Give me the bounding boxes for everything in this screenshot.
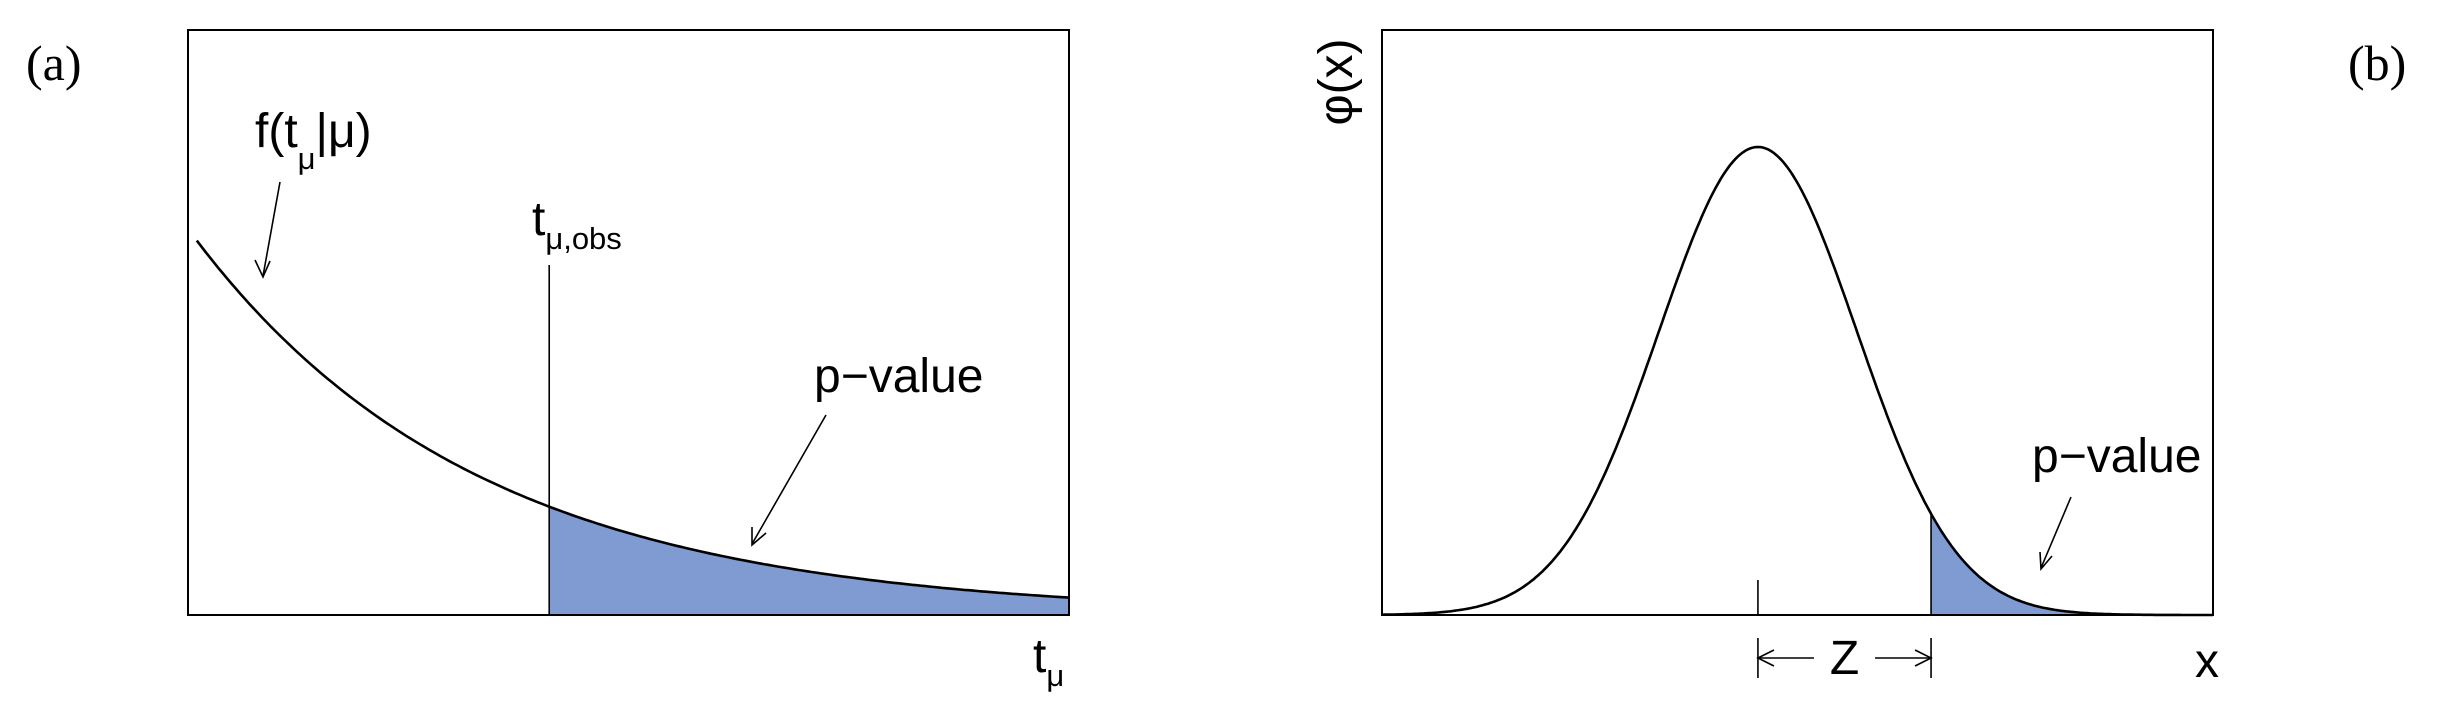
- test-statistic-pdf-curve: [195, 239, 1070, 599]
- z-left-arrowhead: [1756, 649, 1775, 667]
- observed-value-label: tμ,obs: [532, 193, 622, 256]
- plot-frame-b: [1381, 29, 2214, 616]
- gaussian-pdf-curve: [1381, 145, 2213, 617]
- plot-frame-a: [187, 29, 1070, 616]
- pdf-curve-label: f(tμ|μ): [255, 105, 372, 176]
- pvalue-label-arrowhead-a: [751, 527, 767, 547]
- pvalue-label-arrowhead-b: [2039, 551, 2053, 572]
- x-axis-label-b: x: [2195, 635, 2219, 688]
- pdf-curve-label-arrowhead: [254, 259, 271, 279]
- panel-a-tag: (a): [26, 35, 82, 91]
- pvalue-label-b: p−value: [2032, 430, 2201, 483]
- panel-a: (a) f(tμ|μ) tμ,obs p−value tμ: [26, 29, 1070, 693]
- panel-b: (b) φ(x) p−value x Z: [1310, 29, 2406, 688]
- pvalue-shaded-area-a: [549, 506, 1069, 615]
- pdf-curve-label-arrow: [262, 181, 281, 277]
- pvalue-label-arrow-b: [2040, 496, 2072, 569]
- pvalue-label-a: p−value: [814, 350, 983, 403]
- pvalue-label-arrow-a: [751, 414, 827, 545]
- x-axis-label-a: tμ: [1033, 630, 1064, 693]
- z-right-arrowhead: [1914, 649, 1933, 667]
- panel-b-tag: (b): [2348, 35, 2406, 91]
- z-label: Z: [1830, 632, 1859, 685]
- z-distance-indicator: Z: [1756, 632, 1933, 685]
- y-axis-label-b: φ(x): [1310, 38, 1363, 125]
- pvalue-shaded-area-b: [1931, 513, 2213, 615]
